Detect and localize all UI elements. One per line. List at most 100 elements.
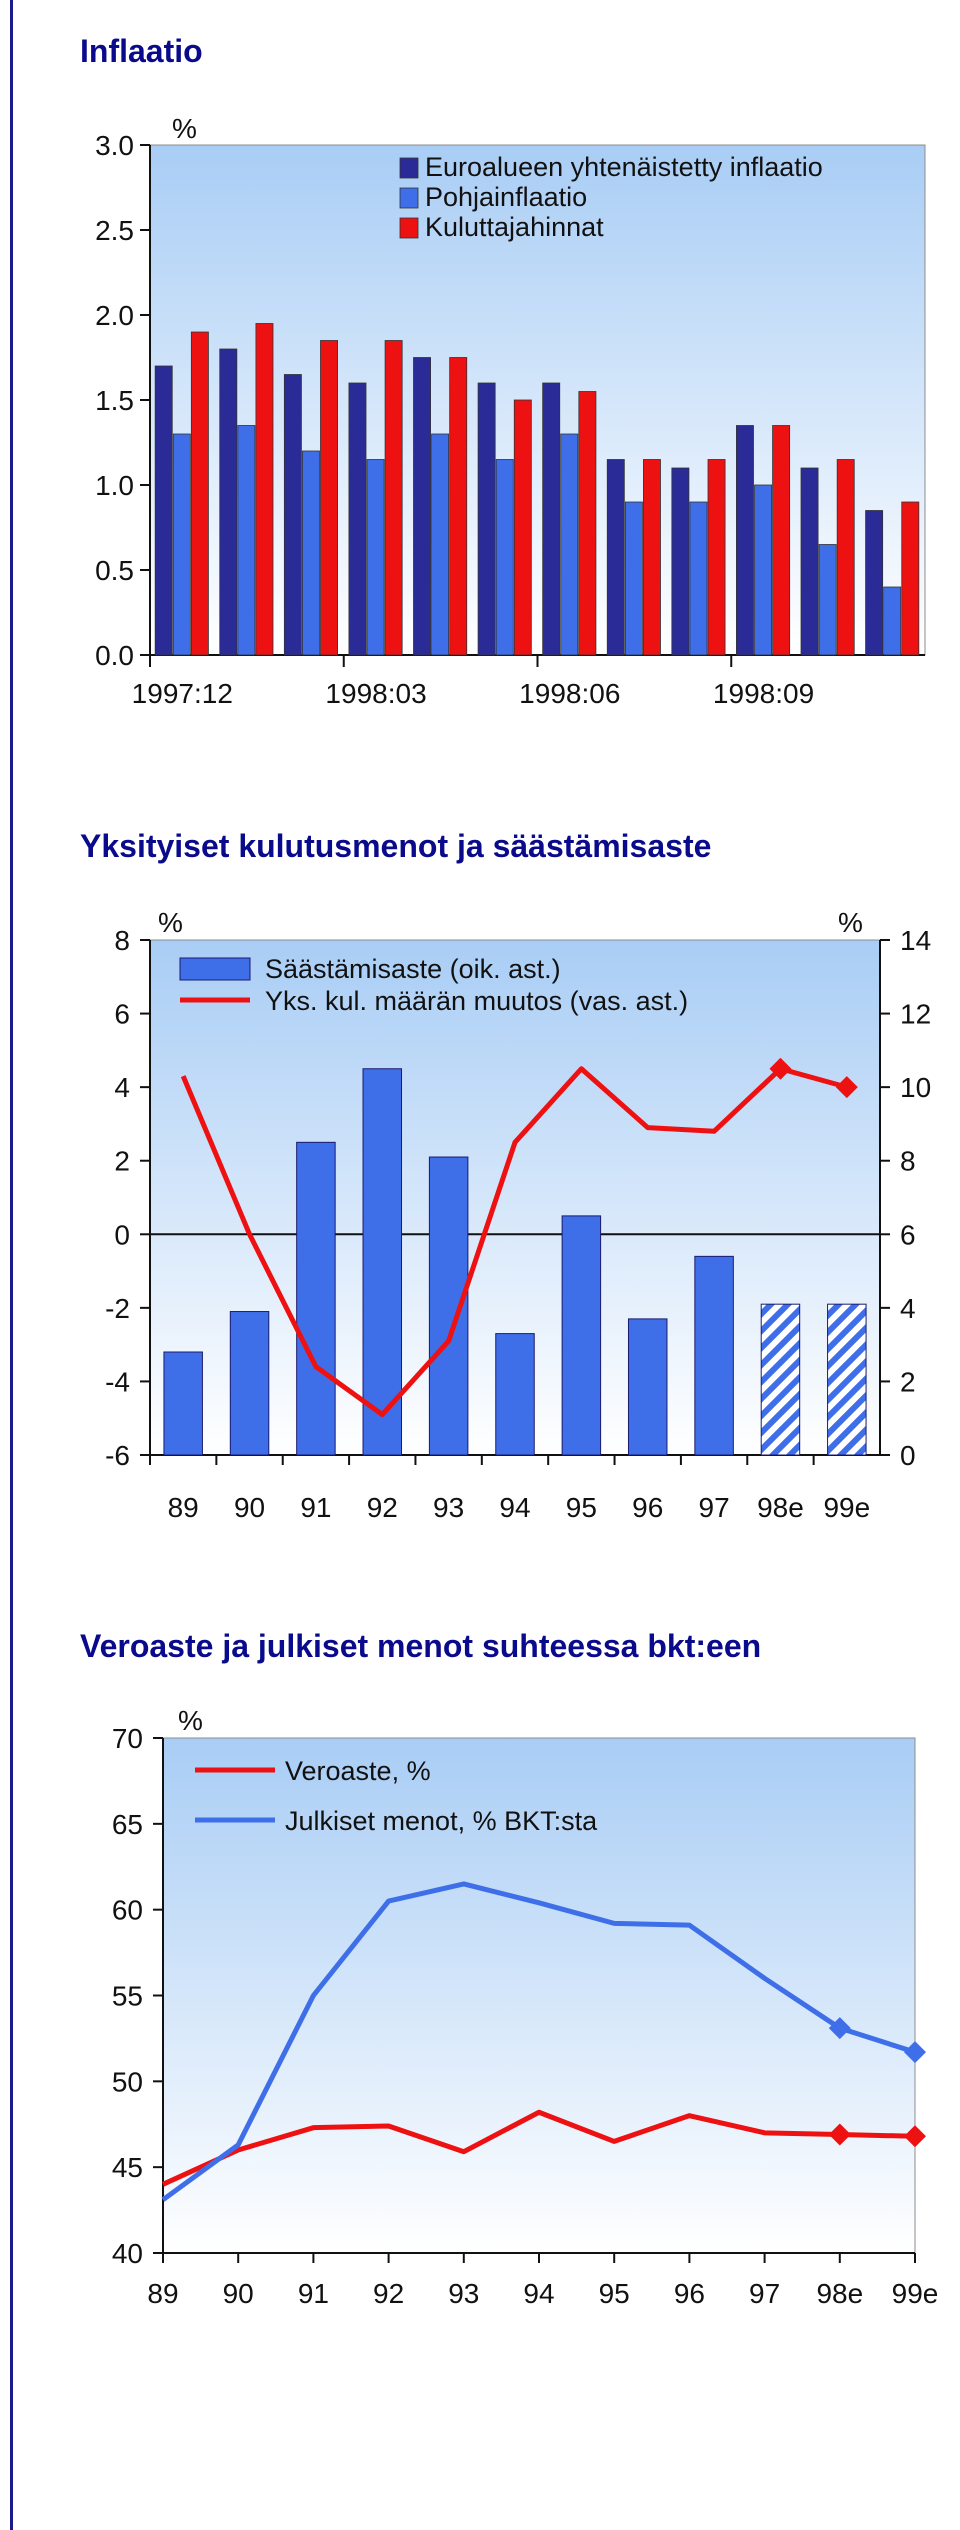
bar <box>255 323 274 656</box>
bar <box>818 544 837 656</box>
x-tick-label: 98e <box>757 1492 804 1523</box>
bar <box>384 340 403 656</box>
tax-expenditure-line-chart: 40 45 50 55 60 65 70% 89 90 91 92 93 94 95 96 97 98e 99e V… <box>112 1705 939 2309</box>
x-tick-label: 93 <box>448 2278 479 2309</box>
bar <box>772 425 791 656</box>
legend-label: Euroalueen yhtenäistetty inflaatio <box>425 152 823 182</box>
bar <box>865 510 884 656</box>
bar <box>477 382 496 656</box>
y-tick-label: 50 <box>112 2066 143 2097</box>
bar <box>413 357 431 656</box>
bar <box>627 1318 668 1456</box>
inflation-bar-chart: 0.0 0.5 1.0 1.5 2.0 2.5 3.0% 1997:12 1998:03 1998… <box>95 113 926 709</box>
bar <box>901 501 920 656</box>
bar <box>736 425 754 656</box>
legend-label: Yks. kul. määrän muutos (vas. ast.) <box>265 986 688 1016</box>
bar <box>707 459 726 656</box>
y-tick-label: 2.5 <box>95 215 134 246</box>
x-tick-label: 96 <box>674 2278 705 2309</box>
chart-title-tax-expenditure: Veroaste ja julkiset menot suhteessa bkt… <box>80 1628 762 1664</box>
bar <box>827 1303 867 1456</box>
bar <box>561 1215 602 1456</box>
bar <box>606 459 625 656</box>
y-tick-label-left: -6 <box>105 1440 130 1471</box>
x-tick-label: 96 <box>632 1492 663 1523</box>
bar <box>190 331 209 656</box>
x-tick-label: 97 <box>699 1492 730 1523</box>
y-tick-label: 70 <box>112 1723 143 1754</box>
x-tick-label: 89 <box>147 2278 178 2309</box>
bar <box>694 1255 734 1456</box>
bar <box>800 467 819 656</box>
bar <box>495 1333 535 1456</box>
y-tick-label-right: 2 <box>900 1366 916 1397</box>
x-tick-label: 97 <box>749 2278 780 2309</box>
x-tick-label: 93 <box>433 1492 464 1523</box>
y-tick-label: 1.0 <box>95 470 134 501</box>
bar <box>754 484 772 656</box>
bar <box>163 1351 203 1456</box>
y-tick-label-right: 6 <box>900 1219 916 1250</box>
line-marker <box>904 2041 926 2064</box>
y-tick-label-left: 6 <box>114 999 130 1030</box>
y-tick-label-right: 14 <box>900 925 931 956</box>
legend-label: Kuluttajahinnat <box>425 212 604 242</box>
x-tick-label: 92 <box>373 2278 404 2309</box>
x-tick-label: 90 <box>234 1492 265 1523</box>
bar <box>671 467 690 656</box>
x-tick-label: 92 <box>367 1492 398 1523</box>
y-tick-label: 2.0 <box>95 300 134 331</box>
bar <box>229 1311 270 1456</box>
line-marker <box>835 1076 858 1099</box>
y-tick-label: 65 <box>112 1809 143 1840</box>
line-marker <box>828 2123 851 2146</box>
line-marker <box>769 1057 792 1080</box>
bar <box>578 391 597 656</box>
line-series <box>180 1066 848 1418</box>
line-series <box>161 2109 916 2187</box>
bar <box>449 357 468 656</box>
x-tick-label: 91 <box>298 2278 329 2309</box>
y-tick-label: 55 <box>112 1981 143 2012</box>
y-unit-label: % <box>178 1705 203 1736</box>
y-tick-label-right: 12 <box>900 999 931 1030</box>
legend-swatch <box>399 187 419 209</box>
x-tick-label: 90 <box>223 2278 254 2309</box>
bar <box>560 433 579 656</box>
bar <box>219 348 238 656</box>
x-tick-label: 1997:12 <box>132 678 233 709</box>
consumption-saving-chart: -6 -4 -2 0 2 4 6 8 0 2 4 6 8 10 12 14% % 89 90 91 92 93 94 95 96… <box>105 907 931 1523</box>
bar <box>513 399 532 656</box>
y-tick-label: 3.0 <box>95 130 134 161</box>
y-unit-right: % <box>838 907 863 938</box>
y-tick-label-left: 2 <box>114 1146 130 1177</box>
bar <box>366 459 385 656</box>
x-tick-label: 98e <box>816 2278 863 2309</box>
left-margin-rule <box>10 0 13 2530</box>
bar <box>283 374 302 656</box>
bar <box>154 365 173 656</box>
bar <box>428 1156 469 1456</box>
y-tick-label: 0.5 <box>95 555 134 586</box>
legend-swatch-bar <box>179 957 251 981</box>
x-tick-label: 99e <box>823 1492 870 1523</box>
y-tick-label-left: 8 <box>114 925 130 956</box>
line-marker <box>904 2125 926 2148</box>
x-tick-label: 99e <box>892 2278 939 2309</box>
y-tick-label-right: 8 <box>900 1146 916 1177</box>
legend-label: Julkiset menot, % BKT:sta <box>285 1806 598 1836</box>
bar <box>836 459 855 656</box>
y-tick-label-left: 4 <box>114 1072 130 1103</box>
y-tick-label-left: 0 <box>114 1219 130 1250</box>
bar <box>883 586 902 656</box>
line-marker <box>828 2017 851 2040</box>
bar <box>495 459 514 656</box>
y-tick-label-right: 0 <box>900 1440 916 1471</box>
x-tick-label: 94 <box>523 2278 554 2309</box>
y-tick-label-right: 10 <box>900 1072 931 1103</box>
x-tick-label: 1998:09 <box>713 678 814 709</box>
chart-title-consumption: Yksityiset kulutusmenot ja säästämisaste <box>80 828 712 864</box>
bar <box>237 425 256 656</box>
x-tick-label: 1998:03 <box>325 678 426 709</box>
y-tick-label-left: -2 <box>105 1293 130 1324</box>
